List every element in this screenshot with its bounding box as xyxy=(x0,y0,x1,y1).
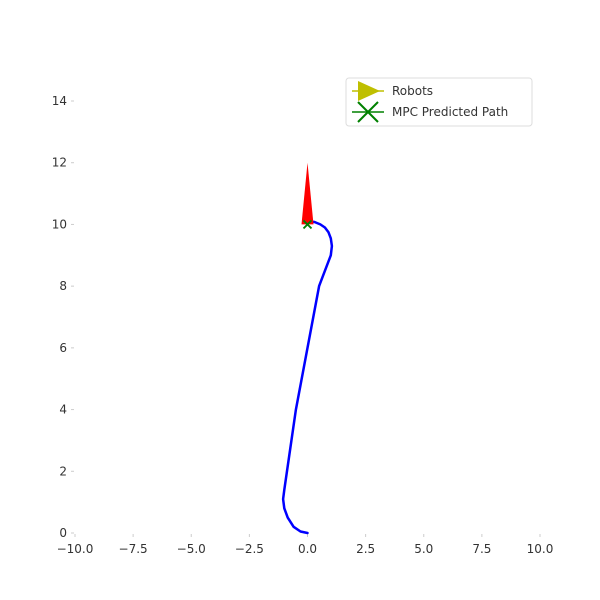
y-tick-label: 12 xyxy=(52,156,67,170)
x-tick-label: 7.5 xyxy=(472,542,491,556)
x-tick-label: −10.0 xyxy=(57,542,94,556)
y-tick-label: 2 xyxy=(59,464,67,478)
y-tick-label: 6 xyxy=(59,341,67,355)
legend: Robots MPC Predicted Path xyxy=(345,77,533,127)
legend-robots-label: Robots xyxy=(392,84,433,98)
x-tick-label: −7.5 xyxy=(119,542,148,556)
robot-heading-arrow xyxy=(301,162,314,225)
x-tick-label: 2.5 xyxy=(356,542,375,556)
y-tick-label: 14 xyxy=(52,94,67,108)
legend-robots-marker xyxy=(358,81,380,101)
y-tick-label: 0 xyxy=(59,526,67,540)
y-tick-label: 10 xyxy=(52,217,67,231)
predicted-x-marker-b xyxy=(302,219,313,230)
x-tick-label: 5.0 xyxy=(414,542,433,556)
x-tick-label: 10.0 xyxy=(527,542,554,556)
x-tick-label: −2.5 xyxy=(235,542,264,556)
series-line-0 xyxy=(281,220,334,535)
legend-box xyxy=(345,77,533,127)
x-tick-label: −5.0 xyxy=(177,542,206,556)
robot-marker xyxy=(301,162,314,230)
legend-mpc-marker-b xyxy=(357,101,379,123)
axes: −10.0 −7.5 −5.0 −2.5 0.0 2.5 5.0 7.5 10.0 0 2 4 6 8 10… xyxy=(52,94,554,556)
robot-path xyxy=(281,220,334,535)
x-tick-label: 0.0 xyxy=(298,542,317,556)
legend-mpc-label: MPC Predicted Path xyxy=(392,105,508,119)
y-tick-label: 4 xyxy=(59,403,67,417)
y-tick-label: 8 xyxy=(59,279,67,293)
